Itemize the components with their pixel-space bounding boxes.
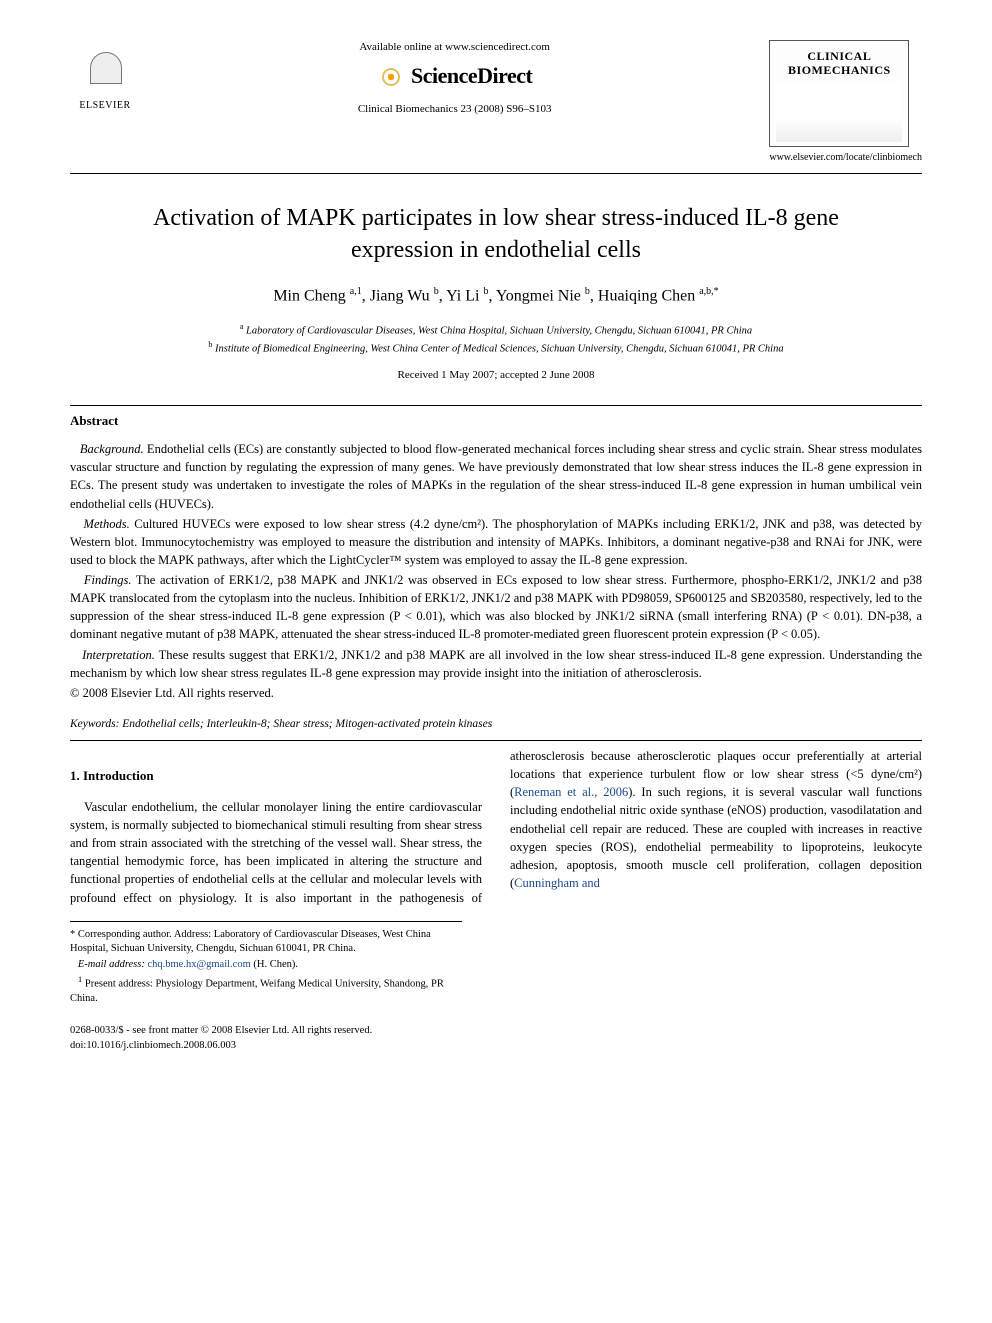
sciencedirect-brand: ScienceDirect (150, 61, 759, 92)
abstract-copyright: © 2008 Elsevier Ltd. All rights reserved… (70, 684, 922, 702)
doi-line: doi:10.1016/j.clinbiomech.2008.06.003 (70, 1039, 372, 1054)
journal-box-wrapper: CLINICAL BIOMECHANICS www.elsevier.com/l… (769, 40, 922, 165)
affiliations: a Laboratory of Cardiovascular Diseases,… (70, 321, 922, 357)
email-who: (H. Chen). (251, 959, 298, 970)
header-rule (70, 173, 922, 174)
intro-wrapper: 1. Introduction Vascular endothelium, th… (70, 747, 922, 1006)
ref-cunningham[interactable]: Cunningham and (514, 876, 600, 890)
intro-columns: 1. Introduction Vascular endothelium, th… (70, 747, 922, 907)
elsevier-tree-icon (80, 47, 130, 97)
interpretation-label: Interpretation. (82, 648, 155, 662)
findings-text: The activation of ERK1/2, p38 MAPK and J… (70, 573, 922, 641)
keywords-label: Keywords: (70, 718, 119, 730)
article-title: Activation of MAPK participates in low s… (100, 202, 892, 267)
header-center: Available online at www.sciencedirect.co… (140, 40, 769, 118)
citation-line: Clinical Biomechanics 23 (2008) S96–S103 (150, 102, 759, 117)
ref-reneman-2006[interactable]: Reneman et al., 2006 (514, 785, 628, 799)
abstract-bottom-rule (70, 740, 922, 741)
abstract-methods: Methods. Cultured HUVECs were exposed to… (70, 515, 922, 569)
journal-cover-graphic (776, 82, 902, 142)
present-text: Present address: Physiology Department, … (70, 979, 444, 1004)
abstract-heading: Abstract (70, 412, 922, 430)
abstract-interpretation: Interpretation. These results suggest th… (70, 646, 922, 682)
email-address[interactable]: chq.bme.hx@gmail.com (147, 959, 250, 970)
affiliation-a: a Laboratory of Cardiovascular Diseases,… (70, 321, 922, 339)
journal-cover-box: CLINICAL BIOMECHANICS (769, 40, 909, 147)
background-text: Endothelial cells (ECs) are constantly s… (70, 442, 922, 510)
publisher-name: ELSEVIER (79, 99, 130, 113)
abstract-findings: Findings. The activation of ERK1/2, p38 … (70, 571, 922, 644)
keywords-line: Keywords: Endothelial cells; Interleukin… (70, 716, 922, 732)
keywords-text: Endothelial cells; Interleukin-8; Shear … (119, 718, 492, 730)
sciencedirect-icon (377, 63, 405, 91)
journal-url: www.elsevier.com/locate/clinbiomech (769, 151, 922, 165)
front-matter-line: 0268-0033/$ - see front matter © 2008 El… (70, 1024, 372, 1039)
abstract-top-rule (70, 405, 922, 406)
methods-text: Cultured HUVECs were exposed to low shea… (70, 517, 922, 567)
page-footer: 0268-0033/$ - see front matter © 2008 El… (70, 1024, 922, 1053)
interpretation-text: These results suggest that ERK1/2, JNK1/… (70, 648, 922, 680)
journal-box-line2: BIOMECHANICS (776, 63, 902, 77)
present-address: 1 Present address: Physiology Department… (70, 974, 462, 1006)
email-line: E-mail address: chq.bme.hx@gmail.com (H.… (70, 958, 462, 972)
article-dates: Received 1 May 2007; accepted 2 June 200… (70, 368, 922, 383)
email-label: E-mail address: (78, 959, 145, 970)
abstract-section: Abstract Background. Endothelial cells (… (70, 412, 922, 702)
methods-label: Methods. (84, 517, 130, 531)
affiliation-a-text: Laboratory of Cardiovascular Diseases, W… (246, 326, 752, 337)
elsevier-logo: ELSEVIER (70, 40, 140, 120)
sciencedirect-word: ScienceDirect (411, 61, 532, 92)
journal-box-line1: CLINICAL (776, 49, 902, 63)
title-line1: Activation of MAPK participates in low s… (153, 205, 839, 231)
corr-label: * Corresponding author. (70, 929, 172, 940)
affiliation-b-text: Institute of Biomedical Engineering, Wes… (215, 344, 784, 355)
page-header: ELSEVIER Available online at www.science… (70, 40, 922, 165)
corresponding-author: * Corresponding author. Address: Laborat… (70, 928, 462, 956)
available-online-text: Available online at www.sciencedirect.co… (150, 40, 759, 55)
section-1-heading: 1. Introduction (70, 767, 482, 786)
authors-line: Min Cheng a,1, Jiang Wu b, Yi Li b, Yong… (70, 285, 922, 308)
background-label: Background. (80, 442, 144, 456)
affiliation-b: b Institute of Biomedical Engineering, W… (70, 339, 922, 357)
intro-p1c: ). In such regions, it is several vascul… (510, 785, 922, 890)
title-line2: expression in endothelial cells (351, 237, 641, 263)
findings-label: Findings. (84, 573, 132, 587)
footnotes-block: * Corresponding author. Address: Laborat… (70, 921, 462, 1006)
abstract-background: Background. Endothelial cells (ECs) are … (70, 440, 922, 513)
footer-left: 0268-0033/$ - see front matter © 2008 El… (70, 1024, 372, 1053)
